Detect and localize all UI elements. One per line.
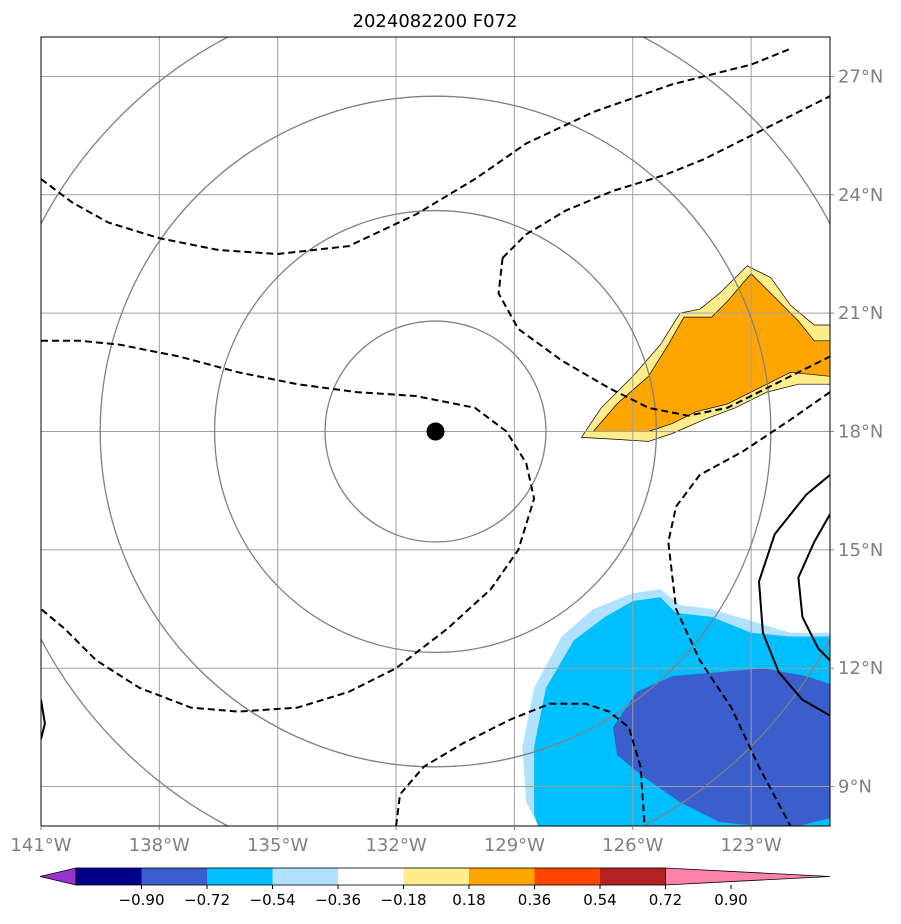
range-ring [99, 95, 772, 768]
colorbar-tick-label: 0.72 [649, 891, 682, 909]
colorbar-segment [338, 868, 404, 885]
solid-contour [758, 474, 830, 717]
x-tick-label: 123°W [721, 835, 782, 856]
x-tick-label: 135°W [247, 835, 308, 856]
dashed-contour [667, 391, 830, 826]
colorbar-segment [403, 868, 470, 885]
y-tick-label: 24°N [838, 185, 883, 206]
dashed-contour [395, 702, 646, 826]
colorbar-segment [600, 868, 666, 885]
x-tick-label: 129°W [484, 835, 545, 856]
colorbar: −0.90 −0.72 −0.54 −0.36 −0.18 0.18 0.36 0.54 0.7… [39, 867, 831, 909]
solid-contour [797, 513, 830, 662]
y-tick-label: 9°N [838, 777, 872, 798]
colorbar-segment [534, 868, 601, 885]
storm-center-marker [426, 422, 445, 441]
x-tick-label: 132°W [365, 835, 426, 856]
colorbar-tick-label: −0.54 [250, 891, 296, 909]
storm-center [426, 422, 445, 441]
colorbar-tick-label: −0.18 [381, 891, 427, 909]
pressure-contours [41, 47, 830, 826]
dashed-contour [497, 257, 830, 417]
colorbar-tick-label: −0.90 [119, 891, 165, 909]
colorbar-extend-max [665, 867, 831, 886]
y-tick-label: 21°N [838, 303, 883, 324]
dashed-contour [41, 47, 791, 255]
colorbar-tick-label: 0.90 [714, 891, 747, 909]
colorbar-segment [141, 868, 208, 885]
dashed-contour [501, 95, 830, 259]
colorbar-frame [75, 867, 666, 886]
y-axis-ticks: 27°N 24°N 21°N 18°N 15°N 12°N 9°N [830, 66, 883, 798]
plot-area [41, 37, 830, 826]
colorbar-tick-label: −0.72 [184, 891, 230, 909]
x-tick-label: 138°W [129, 835, 190, 856]
chart-title: 2024082200 F072 [353, 11, 518, 32]
y-tick-label: 18°N [838, 422, 883, 443]
colorbar-segment [469, 868, 535, 885]
x-tick-label: 141°W [10, 835, 71, 856]
colorbar-tick-label: 0.18 [452, 891, 485, 909]
colorbar-tick-label: −0.36 [315, 891, 361, 909]
colorbar-extend-min [39, 867, 77, 886]
y-tick-label: 12°N [838, 658, 883, 679]
colorbar-segment [207, 868, 273, 885]
y-tick-label: 27°N [838, 66, 883, 87]
range-ring [213, 209, 658, 654]
dashed-contour [41, 339, 536, 713]
edge-contour-fragment [41, 699, 46, 740]
colorbar-segment [272, 868, 339, 885]
x-axis-ticks: 141°W 138°W 135°W 132°W 129°W 126°W 123°W [10, 826, 782, 856]
range-rings [41, 37, 830, 826]
x-tick-label: 126°W [602, 835, 663, 856]
colorbar-segment [76, 868, 142, 885]
colorbar-tick-label: 0.36 [518, 891, 551, 909]
y-tick-label: 15°N [838, 540, 883, 561]
range-ring [324, 320, 547, 543]
colorbar-tick-label: 0.54 [583, 891, 616, 909]
